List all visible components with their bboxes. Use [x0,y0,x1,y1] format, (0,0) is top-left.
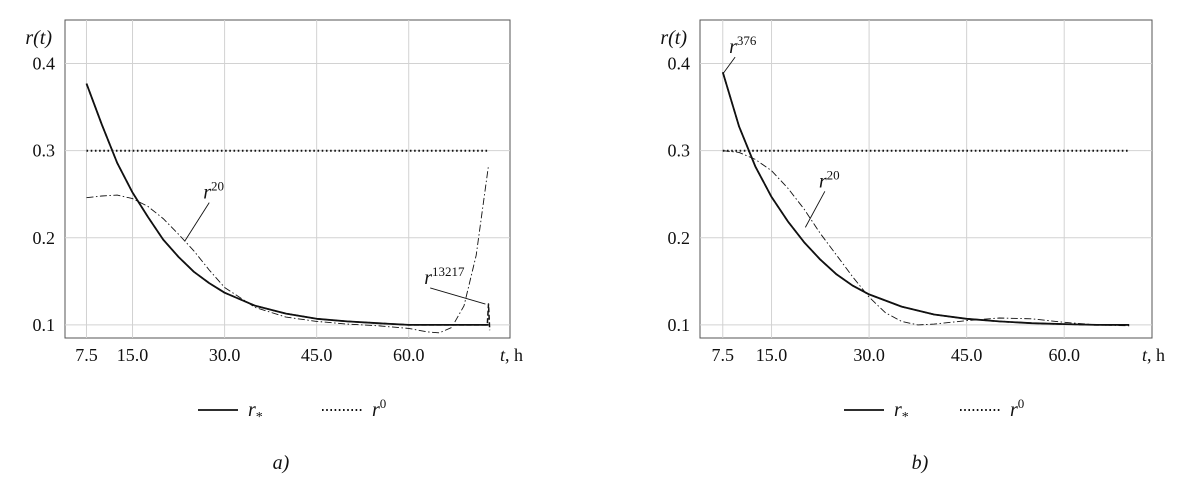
y-axis-label: r(t) [25,27,52,49]
x-tick-label: 60.0 [393,345,425,365]
x-tick-label: 30.0 [209,345,241,365]
legend-label: r0 [1010,396,1024,421]
annotation-leader [723,56,736,74]
annotation-label: r376 [729,33,757,58]
series-line-r20 [722,150,1130,327]
series-line-r20 [86,165,489,334]
plot-frame [699,19,1153,339]
series-line-r [721,72,1130,326]
chart-panel-b: 7.5 15.0 30.0 45.0 60.0 0.1 0.2 0.3 0.4 r(t) t, h r… [600,0,1200,486]
plot-frame [64,19,511,339]
series-line-r376 [722,72,1130,326]
y-tick-label: 0.4 [668,54,691,74]
annotation-leader [804,191,826,228]
x-tick-label: 7.5 [75,345,98,365]
x-tick-label: 15.0 [756,345,788,365]
x-tick-label: 45.0 [301,345,333,365]
chart-caption: a) [273,452,290,474]
x-tick-label: 60.0 [1048,345,1080,365]
chart-caption: b) [912,452,929,474]
y-tick-label: 0.4 [33,54,56,74]
legend-label: r0 [372,396,386,421]
x-axis-label: t, h [500,345,523,365]
annotation-label: r13217 [424,264,465,289]
y-tick-label: 0.2 [668,228,691,248]
chart-b: 7.5 15.0 30.0 45.0 60.0 0.1 0.2 0.3 0.4 r(t) t, h r… [660,19,1165,474]
x-tick-label: 30.0 [853,345,885,365]
legend-label: r* [894,399,909,425]
chart-panel-a: 7.5 15.0 30.0 45.0 60.0 0.1 0.2 0.3 0.4 r(t) t, h r… [25,19,523,474]
annotation-leader [184,202,210,242]
y-tick-label: 0.1 [668,315,691,335]
y-tick-label: 0.3 [668,141,691,161]
x-tick-label: 7.5 [712,345,735,365]
annotation-leader [430,287,486,305]
annotation-label: r20 [203,179,224,204]
y-axis-label: r(t) [660,27,687,49]
legend-label: r* [248,399,263,425]
x-tick-label: 15.0 [117,345,149,365]
annotation-label: r20 [819,167,840,192]
y-tick-label: 0.1 [33,315,56,335]
y-tick-label: 0.2 [33,228,56,248]
chart-a: 7.5 15.0 30.0 45.0 60.0 0.1 0.2 0.3 0.4 r(t) t, h r… [25,19,523,474]
x-axis-label: t, h [1142,345,1165,365]
series-line-r13217 [85,83,491,331]
y-tick-label: 0.3 [33,141,56,161]
x-tick-label: 45.0 [951,345,983,365]
